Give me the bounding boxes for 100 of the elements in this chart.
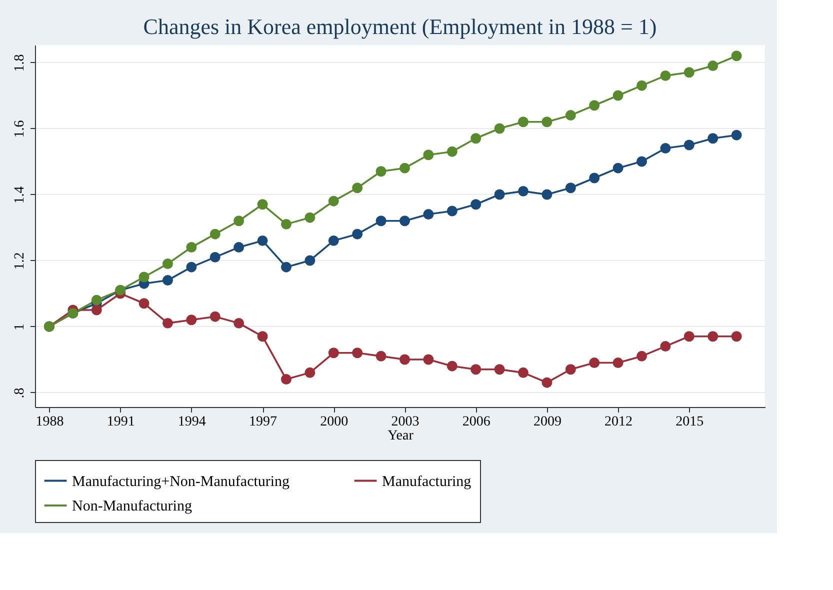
point bbox=[186, 314, 197, 326]
y-tick-label: 1.8 bbox=[12, 54, 28, 72]
point bbox=[565, 364, 576, 375]
point bbox=[518, 186, 528, 196]
point bbox=[423, 150, 434, 160]
point bbox=[328, 235, 339, 246]
point bbox=[280, 218, 292, 230]
point bbox=[660, 341, 671, 352]
point bbox=[352, 228, 363, 240]
point bbox=[684, 67, 694, 78]
legend-label: Manufacturing bbox=[382, 474, 472, 490]
point bbox=[494, 364, 505, 375]
point bbox=[423, 354, 434, 365]
point bbox=[708, 60, 718, 72]
point bbox=[328, 348, 339, 358]
point bbox=[186, 262, 197, 272]
point bbox=[210, 252, 220, 262]
point bbox=[91, 294, 102, 306]
point bbox=[589, 358, 600, 368]
x-tick-label: 2000 bbox=[320, 414, 348, 430]
x-tick-label: 1991 bbox=[106, 414, 135, 430]
point bbox=[589, 172, 600, 184]
point bbox=[399, 162, 410, 174]
point bbox=[684, 140, 694, 150]
point bbox=[376, 166, 386, 177]
point bbox=[162, 258, 173, 270]
x-tick-label: 1988 bbox=[36, 414, 64, 430]
point bbox=[542, 377, 552, 388]
x-tick-label: 2009 bbox=[533, 414, 562, 430]
point bbox=[612, 90, 624, 101]
point bbox=[470, 199, 482, 210]
point bbox=[328, 196, 339, 206]
x-tick-label: 1997 bbox=[249, 414, 278, 430]
point bbox=[612, 358, 624, 368]
point bbox=[660, 70, 671, 81]
point bbox=[494, 189, 505, 200]
point bbox=[210, 311, 220, 322]
y-tick-label: 1.2 bbox=[12, 252, 28, 270]
point bbox=[636, 80, 647, 91]
x-tick-label: 1994 bbox=[178, 414, 206, 430]
point bbox=[304, 367, 316, 378]
point bbox=[731, 130, 742, 140]
point bbox=[234, 318, 244, 328]
y-tick-label: .8 bbox=[12, 388, 28, 398]
x-tick-label: 2015 bbox=[676, 414, 704, 430]
point bbox=[210, 228, 220, 240]
point bbox=[257, 235, 268, 246]
point bbox=[399, 354, 410, 365]
y-tick-label: 1.4 bbox=[12, 186, 28, 204]
point bbox=[636, 156, 647, 167]
point bbox=[636, 350, 647, 362]
point bbox=[708, 331, 718, 342]
point bbox=[565, 110, 576, 121]
point bbox=[731, 331, 742, 342]
point bbox=[423, 209, 434, 220]
point bbox=[352, 182, 363, 194]
point bbox=[708, 133, 718, 144]
point bbox=[542, 116, 552, 128]
point bbox=[612, 162, 624, 174]
point bbox=[304, 255, 316, 266]
legend-label: Manufacturing+Non-Manufacturing bbox=[72, 474, 290, 490]
point bbox=[470, 133, 482, 144]
point bbox=[399, 216, 410, 226]
point bbox=[352, 348, 363, 358]
point bbox=[162, 318, 173, 328]
point bbox=[186, 242, 197, 253]
point bbox=[138, 272, 150, 282]
point bbox=[565, 182, 576, 194]
point bbox=[257, 199, 268, 210]
point bbox=[518, 367, 528, 378]
x-axis-title: Year bbox=[388, 428, 414, 444]
chart-title: Changes in Korea employment (Employment in 1988 = 1) bbox=[143, 14, 657, 39]
point bbox=[91, 304, 102, 316]
point bbox=[446, 206, 458, 216]
point bbox=[518, 116, 528, 128]
point bbox=[542, 189, 552, 200]
x-tick-label: 2012 bbox=[604, 414, 633, 430]
point bbox=[376, 216, 386, 226]
point bbox=[376, 350, 386, 362]
legend-label: Non-Manufacturing bbox=[72, 498, 192, 514]
point bbox=[446, 360, 458, 372]
point bbox=[138, 298, 150, 309]
point bbox=[234, 216, 244, 226]
point bbox=[257, 331, 268, 342]
point bbox=[470, 364, 482, 375]
point bbox=[446, 146, 458, 157]
y-tick-label: 1 bbox=[12, 323, 28, 330]
x-tick-label: 2003 bbox=[391, 414, 420, 430]
point bbox=[684, 331, 694, 342]
point bbox=[280, 374, 292, 385]
point bbox=[731, 50, 742, 62]
point bbox=[660, 143, 671, 154]
point bbox=[304, 212, 316, 223]
point bbox=[280, 262, 292, 272]
point bbox=[234, 242, 244, 253]
x-tick-label: 2006 bbox=[462, 414, 490, 430]
point bbox=[589, 100, 600, 111]
point bbox=[494, 123, 505, 134]
point bbox=[162, 275, 173, 286]
y-tick-label: 1.6 bbox=[12, 120, 28, 138]
